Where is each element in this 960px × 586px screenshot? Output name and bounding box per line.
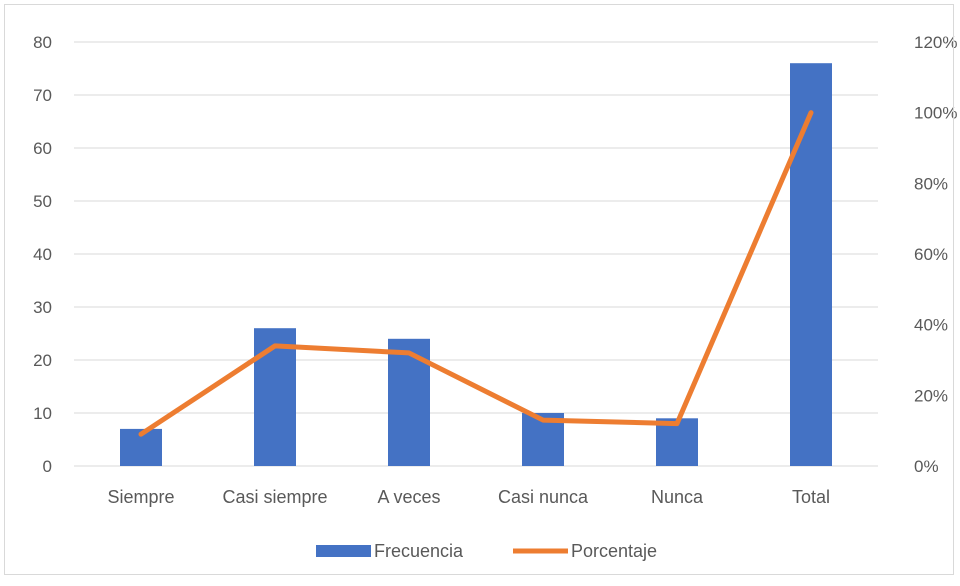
legend: Frecuencia Porcentaje (316, 541, 657, 561)
right-tick-label: 0% (914, 457, 939, 476)
left-tick-label: 20 (33, 351, 52, 370)
category-label: A veces (377, 487, 440, 507)
bar (656, 418, 698, 466)
category-labels: Siempre Casi siempre A veces Casi nunca Nunc… (107, 487, 830, 507)
left-tick-label: 60 (33, 139, 52, 158)
right-tick-label: 80% (914, 174, 948, 193)
right-tick-label: 60% (914, 245, 948, 264)
left-tick-label: 80 (33, 33, 52, 52)
left-axis-ticks: 0 10 20 30 40 50 60 70 80 (33, 33, 52, 476)
category-label: Casi siempre (222, 487, 327, 507)
right-tick-label: 20% (914, 386, 948, 405)
gridlines (74, 41, 878, 467)
bar (254, 328, 296, 466)
category-label: Casi nunca (498, 487, 589, 507)
legend-label: Frecuencia (374, 541, 464, 561)
left-tick-label: 0 (43, 457, 52, 476)
legend-swatch-bar (316, 545, 371, 557)
right-tick-label: 100% (914, 104, 957, 123)
category-label: Siempre (107, 487, 174, 507)
category-label: Total (792, 487, 830, 507)
right-axis-ticks: 0% 20% 40% 60% 80% 100% 120% (914, 33, 957, 476)
bar-series (120, 63, 832, 466)
left-tick-label: 50 (33, 192, 52, 211)
left-tick-label: 70 (33, 86, 52, 105)
left-tick-label: 40 (33, 245, 52, 264)
left-tick-label: 30 (33, 298, 52, 317)
bar (790, 63, 832, 466)
left-tick-label: 10 (33, 404, 52, 423)
right-tick-label: 120% (914, 33, 957, 52)
chart-frame (4, 4, 954, 575)
right-tick-label: 40% (914, 316, 948, 335)
category-label: Nunca (651, 487, 704, 507)
series-line (138, 110, 814, 437)
line-series (138, 110, 814, 437)
legend-label: Porcentaje (571, 541, 657, 561)
